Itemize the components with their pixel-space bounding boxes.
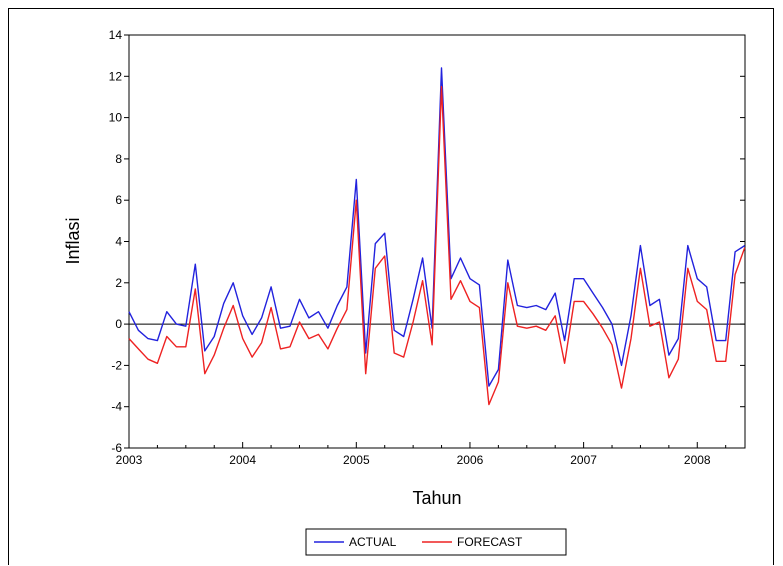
x-tick-label: 2007 [570, 453, 597, 467]
y-tick-label: 12 [109, 69, 123, 83]
y-tick-label: 4 [115, 235, 122, 249]
x-axis-label: Tahun [412, 488, 461, 508]
x-tick-label: 2006 [457, 453, 484, 467]
y-tick-label: -6 [111, 441, 122, 455]
y-tick-label: 10 [109, 111, 123, 125]
y-tick-label: -2 [111, 358, 122, 372]
x-tick-label: 2008 [684, 453, 711, 467]
legend-label-actual: ACTUAL [349, 535, 397, 549]
y-tick-label: 6 [115, 193, 122, 207]
chart-frame: -6 -4 -2 0 2 4 6 8 10 12 14 2003 2004 2005 2006 2007 20… [8, 8, 774, 565]
y-axis-label: Inflasi [63, 217, 83, 264]
series-line-forecast [128, 85, 746, 406]
y-tick-label: 8 [115, 152, 122, 166]
legend-label-forecast: FORECAST [457, 535, 523, 549]
line-chart: -6 -4 -2 0 2 4 6 8 10 12 14 2003 2004 2005 2006 2007 20… [63, 28, 746, 556]
y-tick-label: 0 [115, 317, 122, 331]
x-tick-label: 2005 [343, 453, 370, 467]
legend-box [305, 528, 567, 556]
legend: ACTUAL FORECAST [305, 528, 567, 556]
x-tick-label: 2004 [229, 453, 256, 467]
y-tick-label: 14 [109, 28, 123, 42]
plot-area [128, 34, 746, 449]
y-tick-label: -4 [111, 400, 122, 414]
y-tick-label: 2 [115, 276, 122, 290]
x-tick-label: 2003 [116, 453, 143, 467]
